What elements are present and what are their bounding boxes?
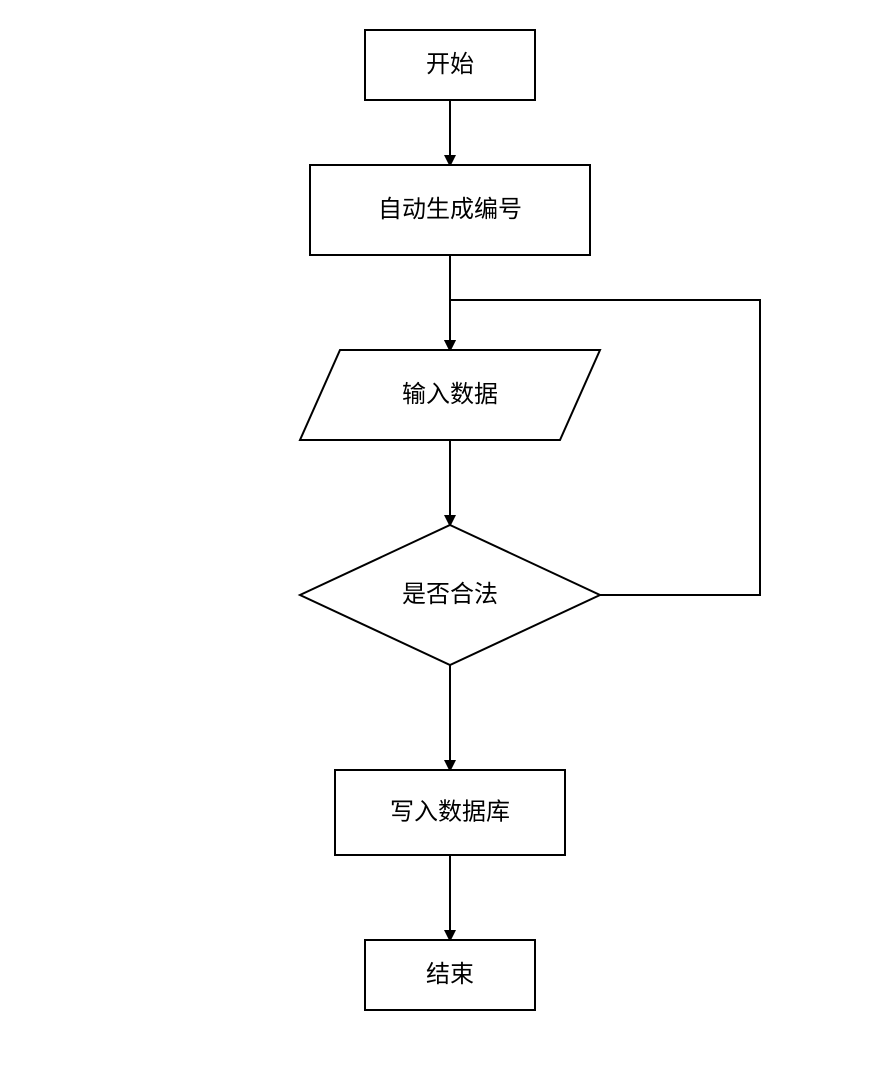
node-write_db: 写入数据库: [335, 770, 565, 855]
node-end: 结束: [365, 940, 535, 1010]
node-write_db-label: 写入数据库: [390, 799, 510, 826]
node-input-label: 输入数据: [402, 381, 498, 408]
node-gen_id-label: 自动生成编号: [378, 196, 522, 223]
node-valid: 是否合法: [300, 525, 600, 665]
node-input: 输入数据: [300, 350, 600, 440]
flowchart-canvas: 开始自动生成编号输入数据是否合法写入数据库结束: [0, 0, 894, 1074]
node-end-label: 结束: [426, 961, 474, 988]
node-valid-label: 是否合法: [402, 581, 498, 608]
node-start-label: 开始: [426, 51, 474, 78]
node-gen_id: 自动生成编号: [310, 165, 590, 255]
node-start: 开始: [365, 30, 535, 100]
